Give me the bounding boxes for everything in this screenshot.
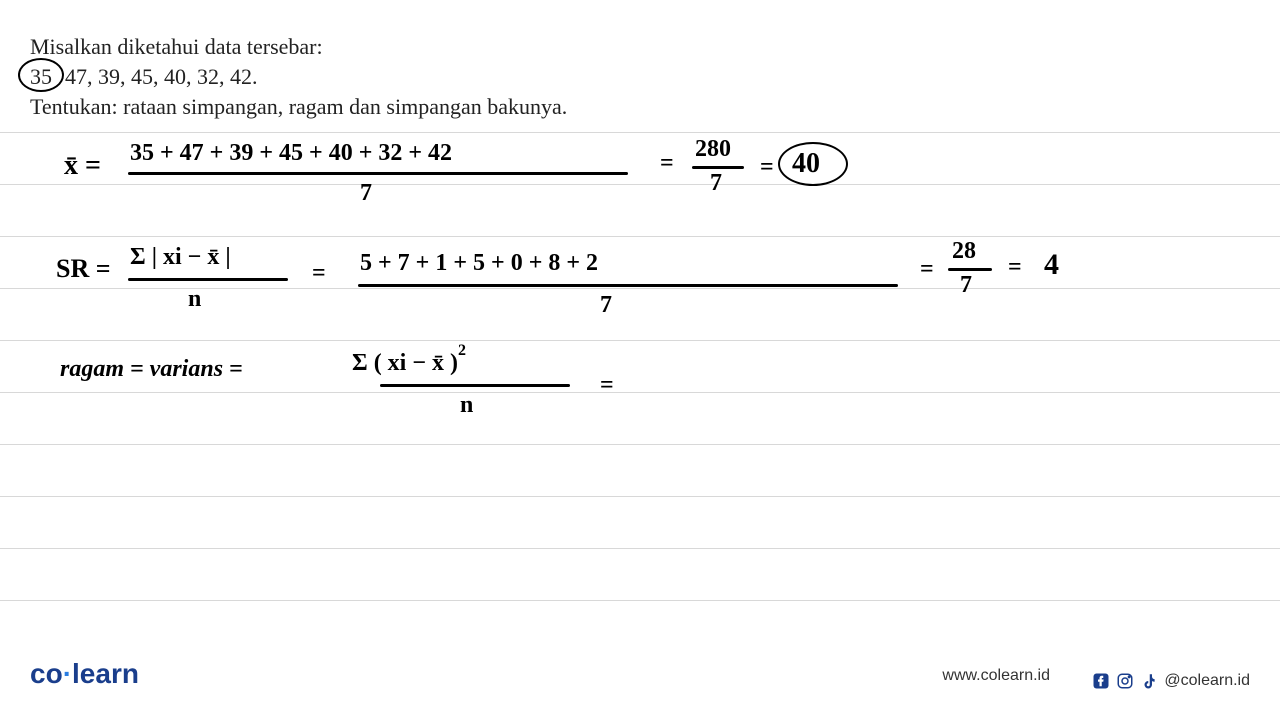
circle-annotation (18, 58, 64, 92)
rule-line (0, 184, 1280, 185)
rule-line (0, 340, 1280, 341)
sr-label: SR = (56, 254, 111, 284)
footer-url: www.colearn.id (942, 667, 1050, 685)
sr-frac2-denom: 7 (960, 272, 972, 299)
sr-equals-1: = (312, 260, 326, 287)
sr-fraction-line (358, 284, 898, 287)
ragam-numerator: Σ ( xi − x̄ )2 (352, 348, 466, 377)
rule-line (0, 236, 1280, 237)
equals-1: = (660, 150, 674, 177)
ragam-exponent: 2 (458, 342, 466, 359)
mean-denominator: 7 (360, 180, 372, 207)
mean-frac2-denom: 7 (710, 170, 722, 197)
ragam-equals: = (600, 372, 614, 399)
mean-result-circle (778, 142, 848, 186)
rule-line (0, 132, 1280, 133)
problem-line-1: Misalkan diketahui data tersebar: (30, 34, 323, 60)
tiktok-icon (1140, 672, 1158, 690)
sr-equals-3: = (1008, 254, 1022, 281)
sr-frac2-line (948, 268, 992, 271)
mean-numerator: 35 + 47 + 39 + 45 + 40 + 32 + 42 (130, 140, 452, 167)
equals-2: = (760, 154, 774, 181)
footer-logo: co·learn (30, 658, 139, 690)
facebook-icon (1092, 672, 1110, 690)
problem-data-rest: 47, 39, 45, 40, 32, 42. (65, 64, 258, 90)
instagram-icon (1116, 672, 1134, 690)
rule-line (0, 392, 1280, 393)
sr-frac2-num: 28 (952, 238, 976, 265)
sr-formula-line (128, 278, 288, 281)
logo-learn: learn (72, 658, 139, 689)
ragam-fraction-line (380, 384, 570, 387)
sr-denominator: 7 (600, 292, 612, 319)
sr-formula-denom: n (188, 286, 201, 313)
footer-handle: @colearn.id (1164, 672, 1250, 690)
xbar-label: x̄ = (64, 150, 101, 182)
ragam-num-text: Σ ( xi − x̄ ) (352, 350, 458, 376)
logo-co: co (30, 658, 63, 689)
problem-line-3: Tentukan: rataan simpangan, ragam dan si… (30, 94, 567, 120)
mean-fraction-line (128, 172, 628, 175)
rule-line (0, 600, 1280, 601)
mean-frac2-line (692, 166, 744, 169)
page: Misalkan diketahui data tersebar: 35 47,… (0, 0, 1280, 720)
ragam-denominator: n (460, 392, 473, 419)
ragam-label: ragam = varians = (60, 356, 243, 383)
rule-line (0, 444, 1280, 445)
logo-dot: · (63, 658, 72, 689)
sr-formula-num: Σ | xi − x̄ | (130, 244, 231, 271)
rule-line (0, 496, 1280, 497)
sr-equals-2: = (920, 256, 934, 283)
mean-frac2-num: 280 (695, 136, 731, 163)
footer-social: @colearn.id (1092, 672, 1250, 690)
sr-numerator: 5 + 7 + 1 + 5 + 0 + 8 + 2 (360, 250, 598, 277)
rule-line (0, 548, 1280, 549)
sr-result: 4 (1044, 248, 1059, 282)
